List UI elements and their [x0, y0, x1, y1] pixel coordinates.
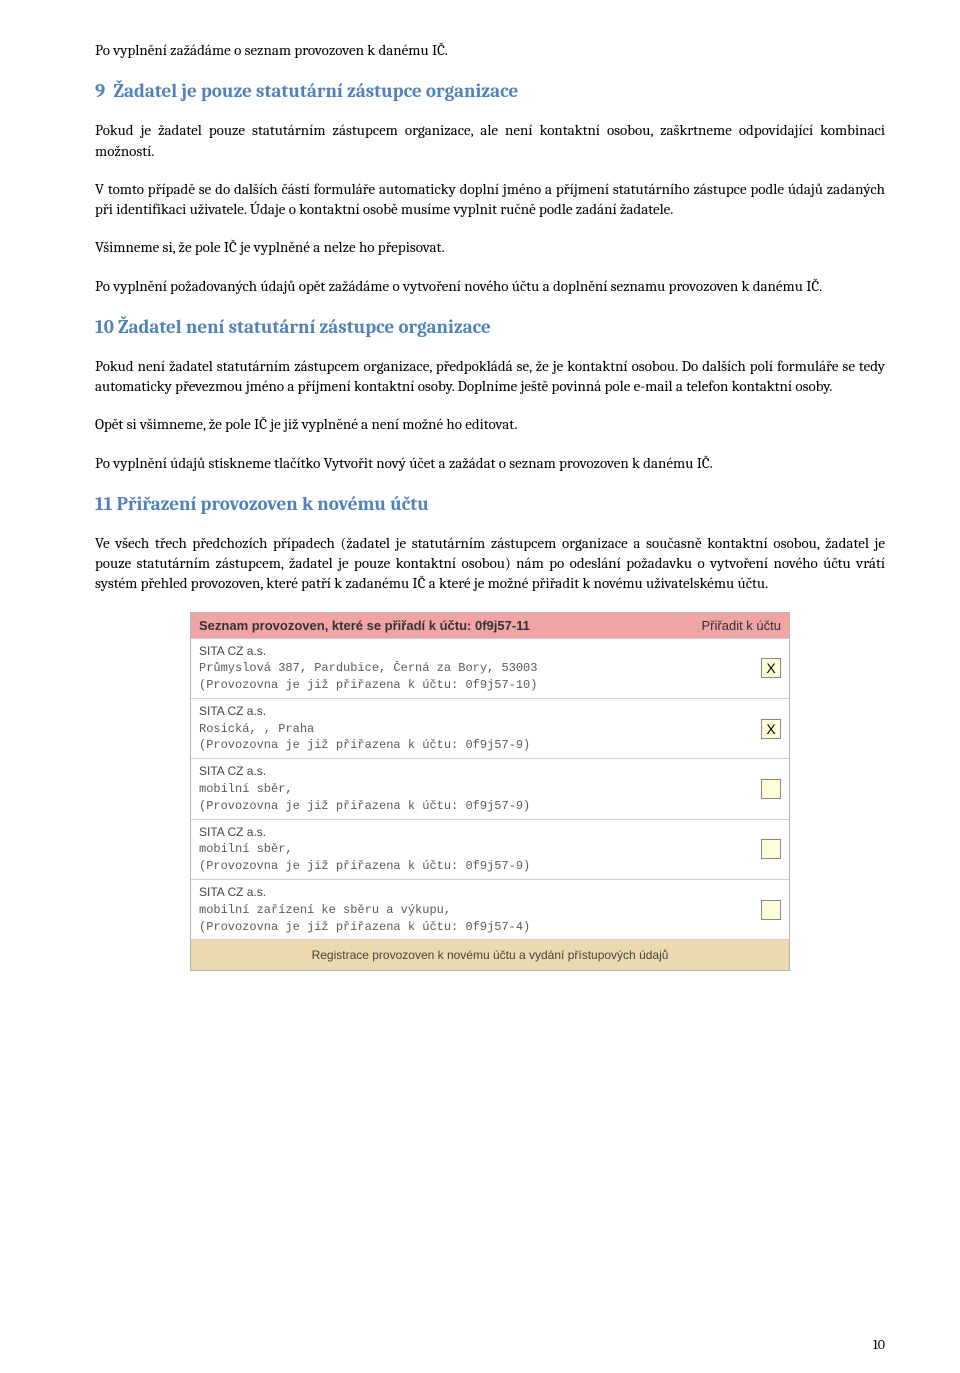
section-9-p1: Pokud je žadatel pouze statutárním zástu…	[95, 120, 885, 161]
assign-checkbox[interactable]	[761, 839, 781, 859]
section-9-p3: Všimneme si, že pole IČ je vyplněné a ne…	[95, 237, 885, 257]
table-row-text: SITA CZ a.s.mobilní sběr,(Provozovna je …	[199, 824, 751, 875]
table-row: SITA CZ a.s.Průmyslová 387, Pardubice, Č…	[191, 638, 789, 698]
table-row-text: SITA CZ a.s.Průmyslová 387, Pardubice, Č…	[199, 643, 751, 694]
provozovny-table: Seznam provozoven, které se přiřadí k úč…	[190, 612, 790, 972]
section-11-number: 11	[95, 493, 112, 515]
section-11-p1: Ve všech třech předchozích případech (ža…	[95, 533, 885, 594]
table-row: SITA CZ a.s.mobilní sběr,(Provozovna je …	[191, 819, 789, 879]
table-header-title: Seznam provozoven, které se přiřadí k úč…	[199, 618, 530, 633]
section-11-title: Přiřazení provozoven k novému účtu	[117, 493, 429, 515]
table-row: SITA CZ a.s.mobilní zařízení ke sběru a …	[191, 879, 789, 939]
section-10-p3: Po vyplnění údajů stiskneme tlačítko Vyt…	[95, 453, 885, 473]
table-header: Seznam provozoven, které se přiřadí k úč…	[191, 613, 789, 638]
heading-section-10: 10 Žadatel není statutární zástupce orga…	[95, 316, 885, 338]
table-header-column: Přiřadit k účtu	[702, 618, 781, 633]
table-row: SITA CZ a.s.Rosická, , Praha(Provozovna …	[191, 698, 789, 758]
table-row-text: SITA CZ a.s.mobilní sběr,(Provozovna je …	[199, 763, 751, 814]
section-10-p2: Opět si všimneme, že pole IČ je již vypl…	[95, 414, 885, 434]
section-10-p1: Pokud není žadatel statutárním zástupcem…	[95, 356, 885, 397]
table-row-text: SITA CZ a.s.Rosická, , Praha(Provozovna …	[199, 703, 751, 754]
page-number: 10	[873, 1336, 885, 1353]
table-footer-button[interactable]: Registrace provozoven k novému účtu a vy…	[191, 939, 789, 970]
section-10-number: 10	[95, 316, 114, 338]
assign-checkbox[interactable]	[761, 719, 781, 739]
table-row: SITA CZ a.s.mobilní sběr,(Provozovna je …	[191, 758, 789, 818]
assign-checkbox[interactable]	[761, 900, 781, 920]
intro-paragraph: Po vyplnění zažádáme o seznam provozoven…	[95, 40, 885, 60]
section-10-title: Žadatel není statutární zástupce organiz…	[118, 316, 491, 338]
section-9-title: Žadatel je pouze statutární zástupce org…	[114, 80, 519, 102]
section-9-number: 9	[95, 80, 105, 102]
heading-section-11: 11 Přiřazení provozoven k novému účtu	[95, 493, 885, 515]
section-9-p2: V tomto případě se do dalších částí form…	[95, 179, 885, 220]
section-9-p4: Po vyplnění požadovaných údajů opět zažá…	[95, 276, 885, 296]
heading-section-9: 9 Žadatel je pouze statutární zástupce o…	[95, 80, 885, 102]
assign-checkbox[interactable]	[761, 779, 781, 799]
table-row-text: SITA CZ a.s.mobilní zařízení ke sběru a …	[199, 884, 751, 935]
assign-checkbox[interactable]	[761, 658, 781, 678]
